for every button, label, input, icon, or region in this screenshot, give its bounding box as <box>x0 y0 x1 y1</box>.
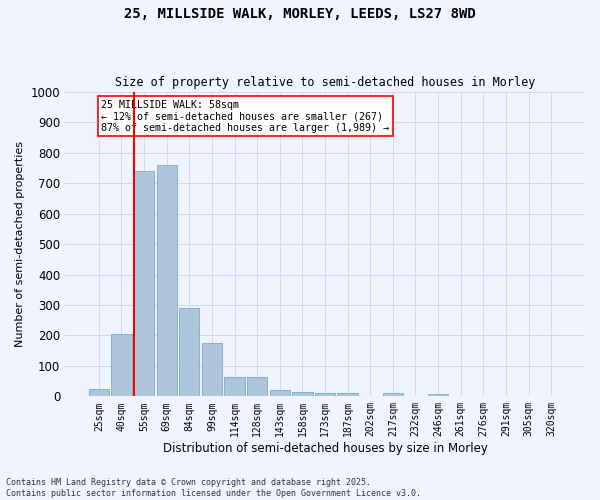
Text: 25 MILLSIDE WALK: 58sqm
← 12% of semi-detached houses are smaller (267)
87% of s: 25 MILLSIDE WALK: 58sqm ← 12% of semi-de… <box>101 100 389 133</box>
Bar <box>202 343 222 396</box>
Bar <box>337 392 358 396</box>
Bar <box>89 388 109 396</box>
Title: Size of property relative to semi-detached houses in Morley: Size of property relative to semi-detach… <box>115 76 535 90</box>
Bar <box>111 334 131 396</box>
Bar <box>134 171 154 396</box>
Bar <box>428 394 448 396</box>
Bar <box>224 376 245 396</box>
Bar <box>269 390 290 396</box>
Y-axis label: Number of semi-detached properties: Number of semi-detached properties <box>15 141 25 347</box>
Text: Contains HM Land Registry data © Crown copyright and database right 2025.
Contai: Contains HM Land Registry data © Crown c… <box>6 478 421 498</box>
Bar <box>247 376 268 396</box>
Bar <box>315 392 335 396</box>
X-axis label: Distribution of semi-detached houses by size in Morley: Distribution of semi-detached houses by … <box>163 442 487 455</box>
Bar <box>292 392 313 396</box>
Bar <box>179 308 199 396</box>
Text: 25, MILLSIDE WALK, MORLEY, LEEDS, LS27 8WD: 25, MILLSIDE WALK, MORLEY, LEEDS, LS27 8… <box>124 8 476 22</box>
Bar <box>157 165 177 396</box>
Bar <box>383 394 403 396</box>
